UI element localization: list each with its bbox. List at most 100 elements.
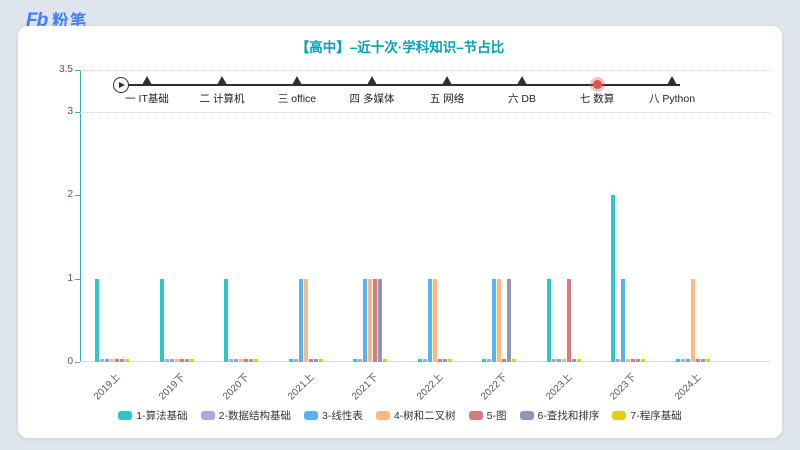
bar [100, 359, 104, 362]
bar [417, 359, 422, 362]
timeline-node-3[interactable]: 三 office [259, 76, 335, 106]
bar [487, 359, 491, 362]
bar [636, 359, 640, 362]
bar-group-2021下 [353, 278, 387, 362]
timeline-marker [367, 76, 377, 85]
bar [115, 359, 119, 362]
y-axis-line [80, 70, 81, 362]
bar [383, 359, 387, 362]
y-axis-tick-label: 2 [67, 189, 73, 201]
timeline-node-label: 七 数算 [579, 93, 615, 105]
bar [244, 359, 248, 362]
timeline-marker [142, 76, 152, 85]
bar [249, 359, 253, 362]
legend-item[interactable]: 5-图 [468, 408, 507, 423]
legend-item[interactable]: 6-查找和排序 [519, 408, 599, 423]
bar [626, 359, 630, 362]
legend-item[interactable]: 2-数据结构基础 [200, 408, 291, 423]
plot-area [80, 70, 770, 362]
y-axis-tick [75, 111, 80, 113]
y-axis-tick [75, 195, 80, 197]
timeline-node-label: 四 多媒体 [349, 93, 395, 105]
timeline-marker [217, 76, 227, 85]
timeline-node-label: 三 office [277, 93, 317, 105]
timeline-node-4[interactable]: 四 多媒体 [334, 76, 410, 106]
bar [437, 359, 442, 362]
timeline-node-6[interactable]: 六 DB [484, 76, 560, 106]
bar [616, 359, 620, 362]
timeline-marker [292, 76, 302, 85]
bar [318, 359, 323, 362]
bar [631, 359, 635, 362]
bar-group-2020下 [224, 278, 258, 362]
bar [695, 359, 700, 362]
y-axis-tick-label: 3 [67, 105, 73, 117]
bar [512, 359, 516, 362]
timeline-node-5[interactable]: 五 网络 [409, 76, 485, 106]
bar [239, 359, 243, 362]
bar [313, 359, 318, 362]
bar [353, 359, 357, 362]
bar [234, 359, 238, 362]
bar [164, 359, 169, 362]
bar [546, 278, 551, 362]
y-axis-tick-label: 0 [67, 356, 73, 367]
bar [442, 359, 447, 362]
bar [566, 278, 571, 362]
bar [576, 359, 581, 362]
bar [621, 278, 625, 362]
play-icon [119, 82, 125, 88]
timeline-node-label: 五 网络 [429, 93, 465, 105]
bar-group-2021上 [288, 278, 323, 362]
bar [571, 359, 576, 362]
bar [95, 278, 99, 362]
bar [705, 359, 710, 362]
bar [507, 278, 511, 362]
y-axis-tick-label: 3.5 [59, 64, 73, 75]
bar [303, 278, 308, 362]
bar [125, 359, 129, 362]
timeline-node-label: 八 Python [648, 93, 696, 105]
timeline-marker [667, 76, 677, 85]
bar [447, 359, 452, 362]
timeline-node-label: 一 IT基础 [125, 93, 169, 105]
bar [189, 359, 194, 362]
gridline [80, 111, 770, 113]
timeline-node-1[interactable]: 一 IT基础 [109, 76, 185, 106]
timeline-marker [442, 76, 452, 85]
fenbi-logo: Fb 粉笔 [26, 7, 88, 32]
legend-label: 3-线性表 [321, 410, 363, 422]
bar-group-2019上 [95, 278, 129, 362]
legend-swatch [612, 411, 627, 420]
legend-swatch [118, 411, 133, 420]
legend-label: 1-算法基础 [136, 410, 188, 422]
legend-item[interactable]: 4-树和二叉树 [375, 408, 456, 423]
legend-item[interactable]: 1-算法基础 [118, 408, 188, 423]
bar [611, 195, 615, 362]
bar [105, 359, 109, 362]
bar-group-2022上 [417, 278, 452, 362]
legend-swatch [375, 411, 390, 420]
legend-label: 5-图 [486, 410, 507, 422]
timeline-node-8[interactable]: 八 Python [634, 76, 710, 106]
timeline-node-2[interactable]: 二 计算机 [184, 76, 260, 106]
bar [685, 359, 690, 362]
play-button[interactable] [113, 77, 129, 93]
y-axis-tick [75, 362, 80, 363]
bar-group-2022下 [482, 278, 516, 362]
bar [179, 359, 184, 362]
legend-item[interactable]: 3-线性表 [303, 408, 363, 423]
bar [120, 359, 124, 362]
bar [432, 278, 437, 362]
fenbi-logo-name: 粉笔 [52, 13, 89, 30]
bar [561, 359, 566, 362]
legend-label: 7-程序基础 [630, 410, 682, 422]
legend-item[interactable]: 7-程序基础 [612, 408, 682, 423]
legend-label: 2-数据结构基础 [218, 410, 291, 422]
bar-group-2023下 [611, 195, 645, 362]
legend-swatch [468, 411, 483, 420]
bar [556, 359, 561, 362]
chart-card: 【高中】–近十次·学科知识–节占比 一 IT基础 二 计算机 三 office 四 多… [18, 26, 782, 438]
timeline-node-7[interactable]: 七 数算 [559, 76, 635, 106]
legend-swatch [200, 411, 215, 420]
